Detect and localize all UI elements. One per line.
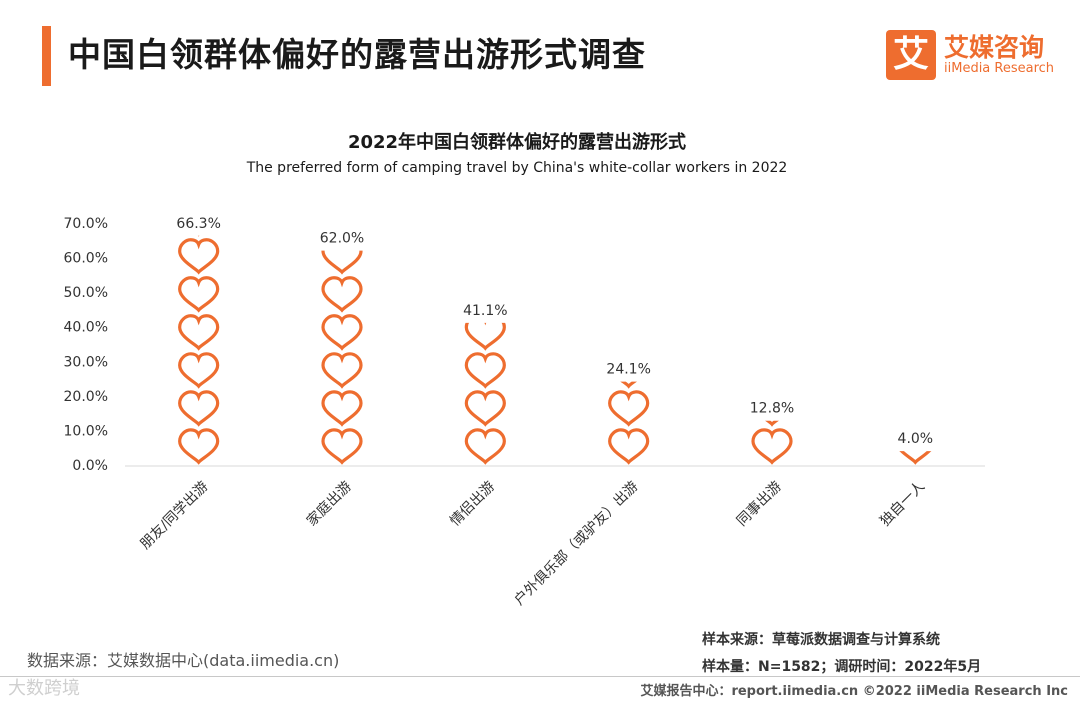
data-label: 4.0% bbox=[898, 431, 934, 447]
pictogram-bar-chart: 0.0% 10.0% 20.0% 30.0% 40.0% 50.0% 60.0% 70.0% 6… bbox=[64, 202, 985, 609]
x-tick-label: 情侣出游 bbox=[447, 479, 498, 530]
sample-source: 样本来源：草莓派数据调查与计算系统 bbox=[702, 632, 940, 648]
heart-icon bbox=[896, 451, 934, 462]
data-label: 12.8% bbox=[750, 401, 794, 417]
x-tick-label: 家庭出游 bbox=[303, 478, 355, 530]
data-label: 66.3% bbox=[176, 216, 220, 232]
x-tick-label: 户外俱乐部（或驴友）出游 bbox=[511, 478, 642, 609]
y-tick-label: 50.0% bbox=[64, 285, 108, 301]
heart-icon bbox=[180, 278, 218, 310]
logo-mark: 艾 bbox=[886, 30, 936, 80]
data-label: 62.0% bbox=[320, 231, 364, 247]
data-source: 数据来源：艾媒数据中心(data.iimedia.cn) bbox=[27, 651, 340, 670]
x-tick-label: 同事出游 bbox=[734, 479, 785, 530]
heart-icon bbox=[466, 430, 504, 462]
bar-3 bbox=[466, 322, 504, 462]
heart-icon bbox=[610, 430, 648, 462]
y-tick-label: 70.0% bbox=[64, 216, 108, 232]
heart-icon bbox=[180, 240, 218, 272]
heart-icon bbox=[180, 430, 218, 462]
y-tick-label: 0.0% bbox=[72, 458, 108, 474]
heart-icon bbox=[323, 354, 361, 386]
heart-icon bbox=[323, 392, 361, 424]
y-tick-label: 40.0% bbox=[64, 320, 108, 336]
heart-icon bbox=[466, 322, 504, 348]
footer-divider bbox=[0, 676, 1080, 677]
page-title: 中国白领群体偏好的露营出游形式调查 bbox=[68, 35, 646, 74]
y-tick-label: 60.0% bbox=[64, 251, 108, 267]
heart-icon bbox=[180, 316, 218, 348]
heart-icon bbox=[323, 430, 361, 462]
bar-6 bbox=[896, 451, 934, 462]
heart-icon bbox=[610, 392, 648, 424]
x-tick-label: 独自一人 bbox=[877, 479, 928, 530]
logo-en-text: iiMedia Research bbox=[944, 61, 1055, 76]
iimedia-logo: 艾 艾媒咨询 iiMedia Research bbox=[886, 30, 1066, 80]
chart-subtitle: The preferred form of camping travel by … bbox=[246, 160, 788, 176]
bar-5 bbox=[753, 420, 791, 462]
heart-icon bbox=[180, 392, 218, 424]
heart-icon bbox=[323, 316, 361, 348]
heart-icon bbox=[466, 354, 504, 386]
y-tick-label: 30.0% bbox=[64, 354, 108, 370]
bar-4 bbox=[610, 381, 648, 462]
title-accent-bar bbox=[42, 26, 51, 86]
chart-title: 2022年中国白领群体偏好的露营出游形式 bbox=[347, 132, 687, 153]
heart-icon bbox=[323, 278, 361, 310]
heart-icon bbox=[753, 420, 791, 424]
watermark: 大数跨境 bbox=[8, 678, 80, 699]
copyright-footer: 艾媒报告中心：report.iimedia.cn ©2022 iiMedia R… bbox=[640, 684, 1068, 699]
heart-icon bbox=[753, 430, 791, 462]
y-tick-label: 10.0% bbox=[64, 423, 108, 439]
x-tick-label: 朋友/同学出游 bbox=[137, 479, 211, 553]
sample-size: 样本量：N=1582；调研时间：2022年5月 bbox=[702, 659, 982, 675]
heart-icon bbox=[180, 354, 218, 386]
y-tick-label: 20.0% bbox=[64, 389, 108, 405]
data-label: 41.1% bbox=[463, 303, 507, 319]
heart-icon bbox=[323, 250, 361, 272]
heart-icon bbox=[466, 392, 504, 424]
bar-2 bbox=[323, 250, 361, 462]
logo-cn-text: 艾媒咨询 bbox=[944, 33, 1045, 62]
heart-icon bbox=[610, 381, 648, 386]
data-label: 24.1% bbox=[606, 362, 650, 378]
bar-1 bbox=[180, 202, 218, 463]
